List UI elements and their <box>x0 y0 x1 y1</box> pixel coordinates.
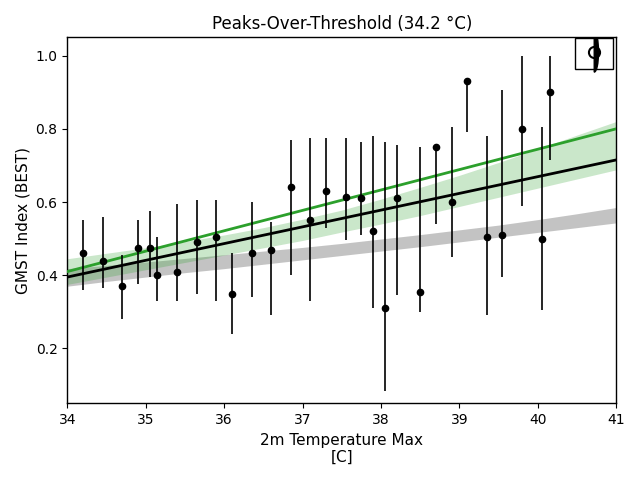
Y-axis label: GMST Index (BEST): GMST Index (BEST) <box>15 147 30 294</box>
FancyBboxPatch shape <box>575 38 612 69</box>
Wedge shape <box>594 32 598 72</box>
Title: Peaks-Over-Threshold (34.2 °C): Peaks-Over-Threshold (34.2 °C) <box>212 15 472 33</box>
X-axis label: 2m Temperature Max
[C]: 2m Temperature Max [C] <box>260 432 423 465</box>
